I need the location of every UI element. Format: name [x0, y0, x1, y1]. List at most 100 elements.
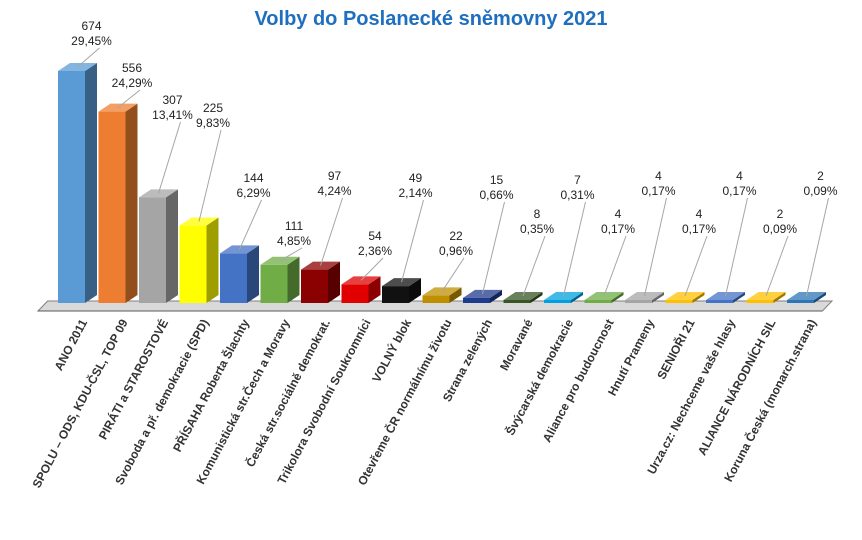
leader-line — [117, 89, 141, 109]
value-label: 54 — [368, 229, 382, 243]
category-label: ALIANCE NÁRODNÍCH SIL — [694, 316, 779, 457]
bar-1 — [58, 63, 97, 303]
percent-label: 0,66% — [479, 188, 513, 202]
value-label: 307 — [162, 93, 182, 107]
leader-line — [522, 235, 546, 297]
bar-front — [382, 286, 409, 303]
percent-label: 0,17% — [722, 184, 756, 198]
bar-front — [220, 253, 247, 303]
bar-side — [571, 292, 583, 303]
bar-front — [706, 300, 733, 303]
value-label: 2 — [817, 169, 824, 183]
leader-line — [401, 199, 424, 283]
category-label: SENIOŘI 21 — [653, 316, 697, 382]
bar-side — [611, 292, 624, 303]
value-label: 4 — [696, 207, 703, 221]
leader-line — [77, 47, 100, 68]
bar-3 — [139, 189, 178, 303]
leader-line — [765, 235, 789, 297]
leader-line — [198, 129, 222, 222]
bar-front — [665, 300, 693, 303]
percent-label: 0,09% — [763, 222, 797, 236]
leader-line — [603, 235, 627, 297]
percent-label: 0,17% — [601, 222, 635, 236]
bar-side — [328, 261, 340, 303]
value-label: 49 — [409, 171, 423, 185]
percent-label: 24,29% — [112, 76, 153, 90]
value-label: 4 — [615, 207, 622, 221]
bar-side — [773, 292, 786, 303]
bar-front — [139, 197, 166, 303]
bar-2 — [98, 103, 138, 303]
bar-front — [625, 300, 652, 303]
value-label: 4 — [655, 169, 662, 183]
bar-side — [125, 103, 138, 303]
percent-label: 0,96% — [439, 244, 473, 258]
value-label: 674 — [81, 19, 101, 33]
bar-4 — [179, 217, 219, 303]
value-label: 111 — [285, 219, 304, 233]
bar-front — [301, 269, 328, 303]
bar-front — [584, 300, 612, 303]
percent-label: 29,45% — [71, 34, 112, 48]
value-label: 144 — [243, 171, 263, 185]
bar-side — [449, 287, 462, 303]
bar-side — [85, 63, 97, 303]
value-label: 556 — [122, 61, 142, 75]
bar-front — [341, 284, 369, 303]
bar-side — [692, 292, 705, 303]
leader-line — [279, 247, 303, 262]
leader-line — [725, 197, 748, 297]
bar-front — [179, 225, 207, 303]
percent-label: 13,41% — [152, 108, 193, 122]
percent-label: 9,83% — [196, 116, 230, 130]
bar-front — [746, 300, 774, 303]
bar-side — [166, 189, 178, 303]
bar-front — [422, 295, 450, 303]
bar-side — [733, 292, 745, 303]
percent-label: 0,09% — [803, 184, 837, 198]
percent-label: 6,29% — [236, 186, 270, 200]
category-label: Moravané — [497, 317, 536, 373]
bar-side — [530, 292, 543, 303]
category-label: Česká str.sociálně demokrat. — [242, 316, 333, 469]
bar-front — [787, 300, 814, 303]
percent-label: 4,85% — [277, 234, 311, 248]
category-label: Otevřeme ČR normálnímu životu — [354, 316, 455, 487]
bar-side — [368, 276, 381, 303]
leader-line — [239, 199, 262, 250]
bar-front — [98, 111, 126, 303]
bar-side — [814, 292, 826, 303]
percent-label: 0,17% — [641, 184, 675, 198]
bar-front — [503, 300, 531, 303]
leader-line — [644, 197, 667, 297]
leader-line — [441, 257, 465, 292]
leader-line — [320, 197, 343, 266]
value-label: 8 — [534, 207, 541, 221]
category-label: Aliance pro budoucnost — [540, 317, 617, 445]
percent-label: 2,14% — [398, 186, 432, 200]
bar-side — [652, 292, 664, 303]
bar-front — [463, 297, 490, 303]
chart-title: Volby do Poslanecké sněmovny 2021 — [254, 8, 608, 30]
bar-side — [287, 256, 300, 303]
bar-front — [544, 300, 571, 303]
leader-line — [482, 201, 505, 294]
percent-label: 2,36% — [358, 244, 392, 258]
percent-label: 0,17% — [682, 222, 716, 236]
value-label: 15 — [490, 173, 504, 187]
value-label: 7 — [574, 173, 581, 187]
value-label: 4 — [736, 169, 743, 183]
bar-front — [260, 264, 288, 303]
value-label: 225 — [203, 101, 223, 115]
bar-side — [409, 278, 421, 303]
category-label: VOLNÝ blok — [368, 316, 414, 385]
leader-line — [806, 197, 829, 297]
bar-front — [58, 71, 85, 303]
bar-9 — [382, 278, 421, 303]
bar-side — [247, 245, 259, 303]
value-label: 2 — [777, 207, 784, 221]
percent-label: 4,24% — [317, 184, 351, 198]
bar-5 — [220, 245, 259, 303]
